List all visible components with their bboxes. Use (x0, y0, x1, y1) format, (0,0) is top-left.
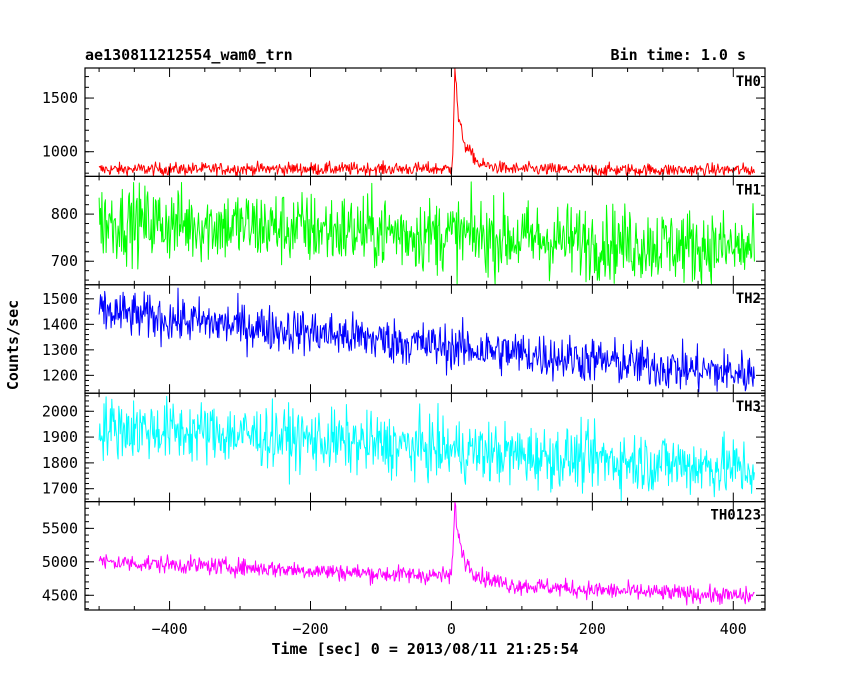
y-tick-label-th3: 2000 (42, 402, 78, 420)
panel-label-th1: TH1 (736, 182, 761, 198)
x-tick-label: 400 (720, 620, 747, 638)
y-tick-label-th2: 1500 (42, 290, 78, 308)
y-tick-label-th3: 1700 (42, 480, 78, 498)
x-tick-label: 200 (579, 620, 606, 638)
y-tick-label-th2: 1400 (42, 315, 78, 333)
x-tick-label: −200 (292, 620, 328, 638)
y-tick-label-th0123: 5000 (42, 553, 78, 571)
series-line-th0 (98, 68, 755, 177)
panel-label-th0: TH0 (736, 74, 761, 90)
y-tick-label-th2: 1300 (42, 341, 78, 359)
x-axis-label: Time [sec] 0 = 2013/08/11 21:25:54 (271, 640, 578, 658)
y-tick-label-th3: 1900 (42, 428, 78, 446)
chart-title: ae130811212554_wam0_trn (85, 46, 293, 64)
y-tick-label-th0: 1000 (42, 143, 78, 161)
series-line-th2 (98, 287, 755, 393)
y-tick-label-th0123: 4500 (42, 586, 78, 604)
x-tick-label: −400 (151, 620, 187, 638)
x-tick-label: 0 (447, 620, 456, 638)
y-axis-label: Counts/sec (4, 300, 22, 390)
y-tick-label-th3: 1800 (42, 454, 78, 472)
y-tick-label-th1: 700 (51, 252, 78, 270)
y-tick-label-th0: 1500 (42, 89, 78, 107)
series-line-th3 (98, 395, 755, 502)
chart-panels: 1000 1500 TH0 700 800 TH1 1200 1300 1400 1500 TH2 1… (42, 67, 766, 638)
panel-label-th3: TH3 (736, 399, 761, 415)
panel-label-th0123: TH0123 (710, 508, 761, 524)
panel-frame-th0 (84, 67, 766, 178)
bin-time-label: Bin time: 1.0 s (611, 46, 746, 64)
series-line-th1 (98, 181, 755, 285)
y-tick-label-th1: 800 (51, 205, 78, 223)
y-tick-label-th2: 1200 (42, 366, 78, 384)
series-line-th0123 (98, 501, 755, 606)
panel-frame-th0123 (84, 501, 766, 611)
y-tick-label-th0123: 5500 (42, 519, 78, 537)
panel-label-th2: TH2 (736, 291, 761, 307)
